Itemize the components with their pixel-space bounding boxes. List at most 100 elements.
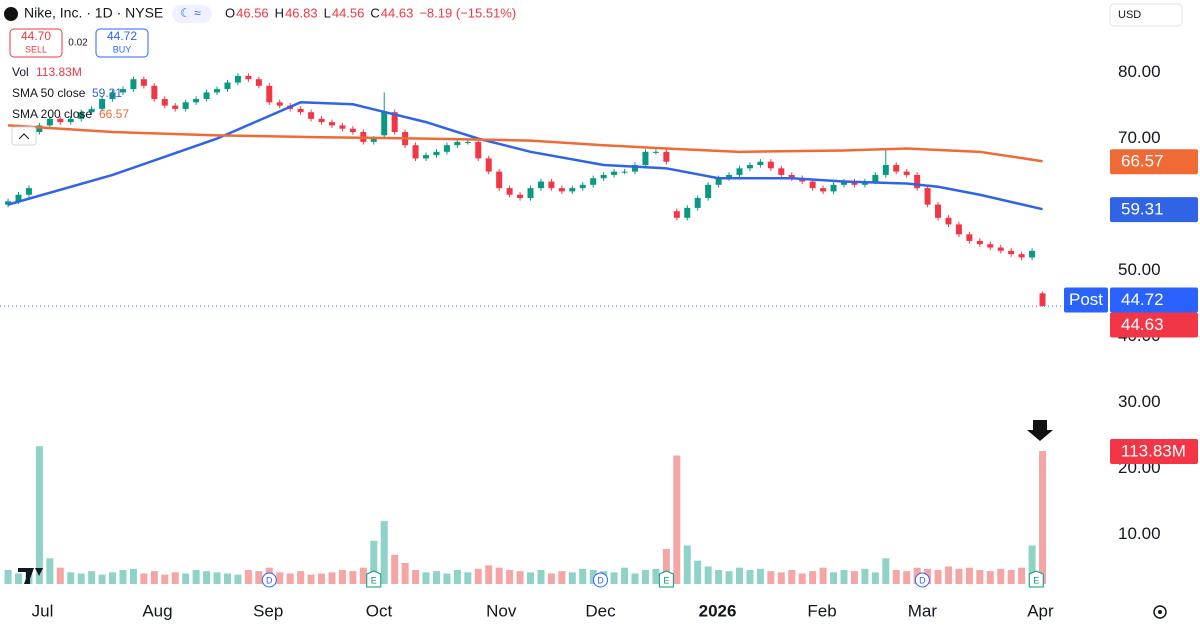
candle-body [935, 204, 942, 218]
candle-body [423, 155, 430, 159]
ohlc-value: 46.56 [236, 5, 269, 20]
collapse-button[interactable] [11, 126, 37, 146]
tv-logo [18, 568, 43, 584]
volume-bar [14, 573, 22, 584]
sma-price-tag-bg [1110, 197, 1198, 223]
candle-body [318, 118, 325, 123]
ohlc-value: 46.83 [285, 5, 318, 20]
candle-body [151, 85, 158, 100]
sma-price-tag: 59.31 [1121, 200, 1164, 219]
volume-bar [662, 548, 670, 584]
candle-body [88, 108, 95, 113]
candle-body [433, 151, 440, 156]
volume-bar [67, 572, 75, 584]
volume-bar [119, 569, 127, 584]
volume-bar [892, 569, 900, 584]
volume-bar [485, 565, 493, 584]
candle-body [830, 184, 837, 192]
volume-bar [547, 573, 555, 584]
ohlc-label: H [275, 5, 284, 20]
y-tick-label: 70.00 [1118, 128, 1161, 147]
volume-bar [934, 569, 942, 584]
x-tick-label: Jul [32, 601, 54, 620]
volume-bar [527, 572, 535, 584]
candle-body [78, 112, 85, 119]
y-tick-label: 50.00 [1118, 260, 1161, 279]
volume-bar [234, 574, 242, 584]
candle-body [276, 102, 283, 106]
candle-body [882, 165, 889, 175]
candle-body [611, 171, 618, 175]
candle-body [632, 165, 639, 172]
volume-bar [453, 569, 461, 584]
event-label: E [371, 575, 377, 585]
volume-bar [725, 571, 733, 584]
volume-bar [621, 567, 629, 584]
event-label: D [597, 575, 604, 585]
x-tick-label: Apr [1027, 601, 1054, 620]
candle-body [443, 145, 450, 152]
event-label: D [266, 575, 273, 585]
candle-body [214, 89, 221, 93]
currency-button[interactable] [1109, 3, 1183, 27]
volume-bar [506, 569, 514, 584]
volume-bar [704, 566, 712, 584]
buy-button[interactable] [95, 28, 149, 58]
candle-body [119, 89, 126, 93]
volume-bar [882, 558, 890, 584]
settings-button[interactable] [1153, 605, 1167, 619]
candle-body [652, 151, 659, 153]
y-tick-label: 30.00 [1118, 392, 1161, 411]
last-price-tag-bg [1110, 312, 1198, 338]
candle-body [673, 211, 680, 218]
volume-bar [359, 567, 367, 584]
candle-body [99, 99, 106, 109]
candle-body [590, 178, 597, 185]
volume-bar [140, 573, 148, 584]
event-icon [261, 572, 277, 588]
volume-bar [715, 569, 723, 584]
candle-body [726, 174, 733, 179]
candle-body [172, 105, 179, 109]
volume-bar [652, 568, 660, 584]
session-toggle[interactable] [172, 5, 212, 23]
chart-title: Nike, Inc. · 1D · NYSE [24, 5, 163, 21]
candle-body [1008, 250, 1015, 255]
x-tick-label: Mar [908, 601, 938, 620]
candle-body [788, 174, 795, 179]
volume-bar [788, 569, 796, 584]
candle-body [955, 224, 962, 235]
candle-body [987, 244, 994, 248]
candle-body [966, 234, 973, 241]
volume-bar [4, 569, 12, 584]
candle-body [600, 174, 607, 179]
candle-body [464, 141, 471, 143]
volume-bar [46, 558, 54, 584]
candle-body [715, 178, 722, 185]
candle-body [454, 141, 461, 146]
candle-body [36, 125, 43, 133]
candle-body [736, 168, 743, 175]
volume-bar [997, 568, 1005, 584]
candle-body [1039, 293, 1046, 307]
candle-body [767, 161, 774, 169]
event-marker: D [914, 572, 930, 588]
volume-bar [286, 573, 294, 584]
ohlc-value: 44.63 [381, 5, 414, 20]
volume-bar [631, 573, 639, 584]
volume-bar [391, 554, 399, 584]
candle-body [694, 198, 701, 208]
candle-body [997, 247, 1004, 251]
event-marker: E [658, 570, 674, 588]
overlay: Nike, Inc. · 1D · NYSE ☾ ≈ 44.70 SELL 0.… [4, 3, 1183, 619]
change: −8.19 (−15.51%) [419, 5, 516, 20]
sell-button[interactable] [9, 28, 63, 58]
candle-body [25, 188, 32, 195]
volume-bar [537, 569, 545, 584]
volume-tag-bg [1110, 439, 1198, 465]
volume-bar [1018, 567, 1026, 584]
volume-bar [1007, 569, 1015, 584]
volume-bar [568, 572, 576, 584]
volume-bar [683, 545, 691, 584]
